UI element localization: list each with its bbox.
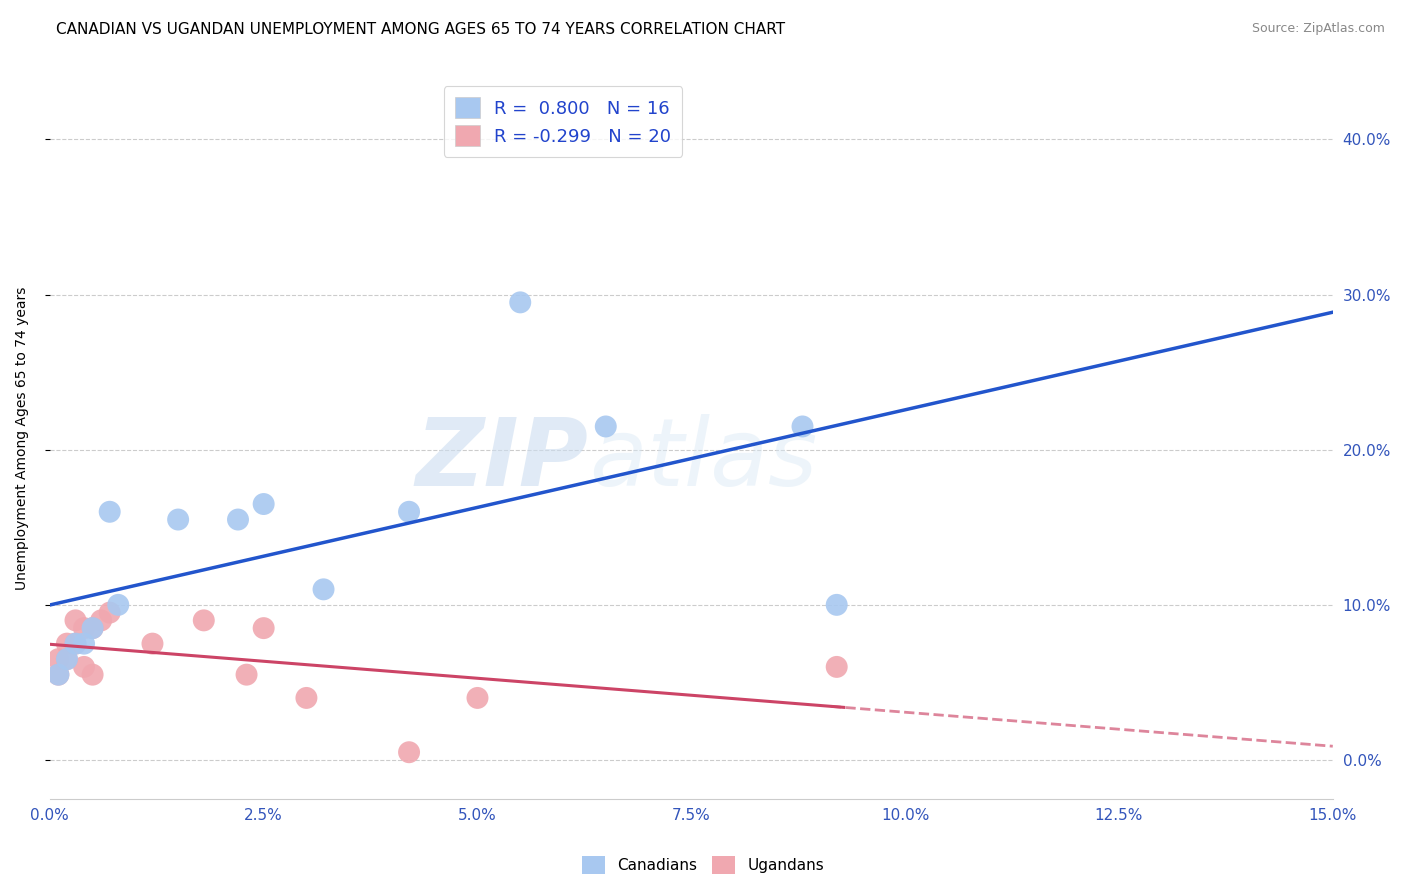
Point [82, 667, 104, 681]
Point [90, 613, 112, 627]
Point [48, 652, 70, 666]
Point [56, 637, 79, 651]
Point [226, 512, 249, 526]
Point [65, 637, 87, 651]
Point [65, 637, 87, 651]
Text: CANADIAN VS UGANDAN UNEMPLOYMENT AMONG AGES 65 TO 74 YEARS CORRELATION CHART: CANADIAN VS UGANDAN UNEMPLOYMENT AMONG A… [56, 22, 786, 37]
Point [73, 660, 96, 674]
Point [73, 621, 96, 635]
Point [73, 637, 96, 651]
Point [595, 419, 617, 434]
Point [48, 667, 70, 681]
Point [398, 505, 420, 519]
Point [467, 690, 489, 705]
Text: ZIP: ZIP [416, 414, 589, 506]
Text: Source: ZipAtlas.com: Source: ZipAtlas.com [1251, 22, 1385, 36]
Point [98, 505, 121, 519]
Text: atlas: atlas [589, 414, 817, 505]
Point [825, 660, 848, 674]
Point [141, 637, 163, 651]
Point [509, 295, 531, 310]
Legend: Canadians, Ugandans: Canadians, Ugandans [575, 850, 831, 880]
Point [98, 606, 121, 620]
Point [82, 621, 104, 635]
Legend: R =  0.800   N = 16, R = -0.299   N = 20: R = 0.800 N = 16, R = -0.299 N = 20 [444, 87, 682, 157]
Point [312, 582, 335, 597]
Point [56, 652, 79, 666]
Point [167, 512, 190, 526]
Point [295, 690, 318, 705]
Point [48, 667, 70, 681]
Point [56, 652, 79, 666]
Point [253, 497, 276, 511]
Point [235, 667, 257, 681]
Point [107, 598, 129, 612]
Point [193, 613, 215, 627]
Point [65, 613, 87, 627]
Point [253, 621, 276, 635]
Point [825, 598, 848, 612]
Point [398, 745, 420, 759]
Point [792, 419, 814, 434]
Point [82, 621, 104, 635]
Y-axis label: Unemployment Among Ages 65 to 74 years: Unemployment Among Ages 65 to 74 years [15, 286, 30, 590]
